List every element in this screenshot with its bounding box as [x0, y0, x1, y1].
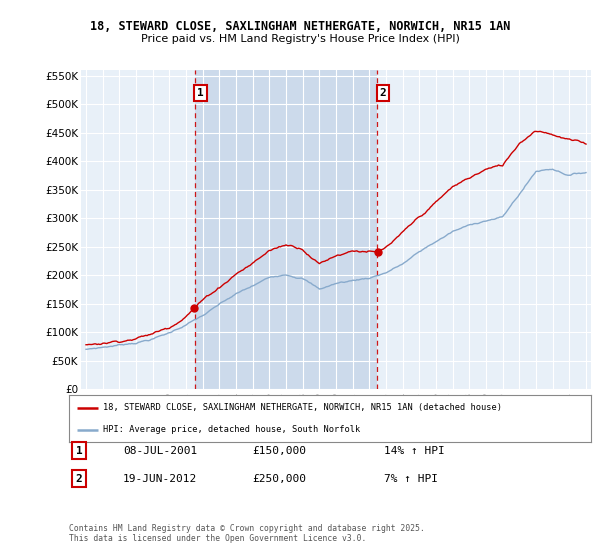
- Text: 7% ↑ HPI: 7% ↑ HPI: [384, 474, 438, 484]
- Text: Price paid vs. HM Land Registry's House Price Index (HPI): Price paid vs. HM Land Registry's House …: [140, 34, 460, 44]
- Text: 2: 2: [76, 474, 83, 484]
- Text: £150,000: £150,000: [252, 446, 306, 456]
- Text: Contains HM Land Registry data © Crown copyright and database right 2025.
This d: Contains HM Land Registry data © Crown c…: [69, 524, 425, 543]
- Text: HPI: Average price, detached house, South Norfolk: HPI: Average price, detached house, Sout…: [103, 425, 360, 434]
- Text: 08-JUL-2001: 08-JUL-2001: [123, 446, 197, 456]
- Text: 18, STEWARD CLOSE, SAXLINGHAM NETHERGATE, NORWICH, NR15 1AN: 18, STEWARD CLOSE, SAXLINGHAM NETHERGATE…: [90, 20, 510, 32]
- Text: 1: 1: [197, 88, 204, 98]
- Text: 19-JUN-2012: 19-JUN-2012: [123, 474, 197, 484]
- Bar: [194, 70, 377, 389]
- Text: 1: 1: [76, 446, 83, 456]
- Text: 18, STEWARD CLOSE, SAXLINGHAM NETHERGATE, NORWICH, NR15 1AN (detached house): 18, STEWARD CLOSE, SAXLINGHAM NETHERGATE…: [103, 403, 502, 412]
- Text: £250,000: £250,000: [252, 474, 306, 484]
- Text: 2: 2: [380, 88, 386, 98]
- Text: 14% ↑ HPI: 14% ↑ HPI: [384, 446, 445, 456]
